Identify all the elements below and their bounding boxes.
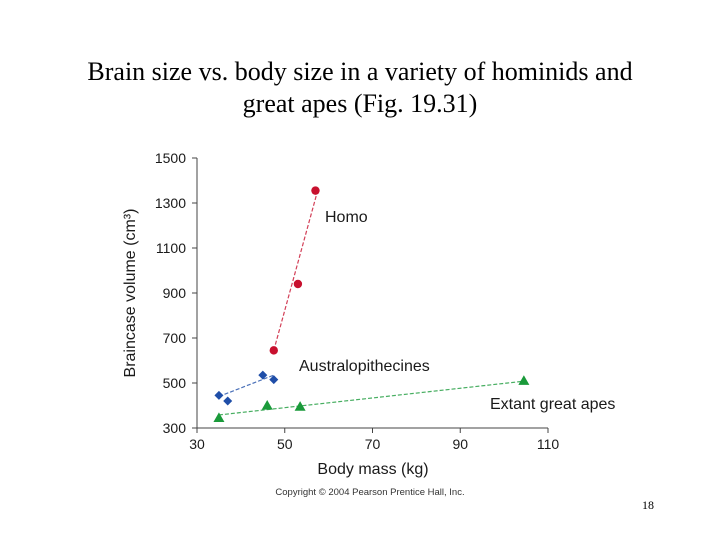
copyright-notice: Copyright © 2004 Pearson Prentice Hall, … [275, 487, 464, 498]
y-tick-label: 300 [163, 420, 187, 436]
slide-title-line-1: Brain size vs. body size in a variety of… [87, 57, 633, 86]
slide-title: Brain size vs. body size in a variety of… [40, 56, 680, 120]
australopithecines-point [258, 370, 268, 380]
y-tick-label: 900 [163, 285, 187, 301]
y-tick-label: 1500 [155, 150, 186, 166]
extant-great-apes-point [294, 401, 306, 411]
homo-point [269, 346, 278, 355]
page-number: 18 [642, 498, 654, 512]
australopithecines-trend-line [218, 374, 274, 398]
x-tick-label: 90 [452, 436, 468, 452]
homo-series-label: Homo [325, 209, 368, 226]
y-axis-label: Braincase volume (cm³) [122, 209, 139, 378]
x-tick-label: 50 [277, 436, 293, 452]
homo-point [293, 279, 303, 289]
australopithecines-series-label: Australopithecines [299, 358, 430, 375]
y-tick-label: 1300 [155, 195, 186, 211]
y-tick-label: 700 [163, 330, 187, 346]
extant-great-apes-point [261, 400, 273, 410]
extant-great-apes-point [213, 412, 225, 422]
y-tick-label: 500 [163, 375, 187, 391]
x-tick-label: 70 [365, 436, 381, 452]
trend-lines [218, 190, 524, 416]
chart-axes: 30 50 70 90 110 300 500 700 900 1100 1300 1500 [155, 150, 560, 452]
homo-trend-line [273, 190, 319, 351]
extant-great-apes-trend-line [218, 380, 524, 416]
data-points [213, 186, 530, 422]
australopithecines-point [269, 375, 279, 385]
series-labels: Homo Australopithecines Extant great apes [299, 209, 615, 413]
x-tick-label: 30 [189, 436, 205, 452]
x-axis-label: Body mass (kg) [317, 461, 428, 478]
australopithecines-point [214, 390, 224, 400]
extant-great-apes-series-label: Extant great apes [490, 396, 615, 413]
y-tick-label: 1100 [156, 240, 186, 256]
x-tick-label: 110 [537, 436, 560, 452]
homo-point [311, 186, 320, 195]
australopithecines-point [223, 396, 233, 406]
slide-title-line-2: great apes (Fig. 19.31) [242, 89, 478, 118]
extant-great-apes-point [518, 375, 530, 385]
